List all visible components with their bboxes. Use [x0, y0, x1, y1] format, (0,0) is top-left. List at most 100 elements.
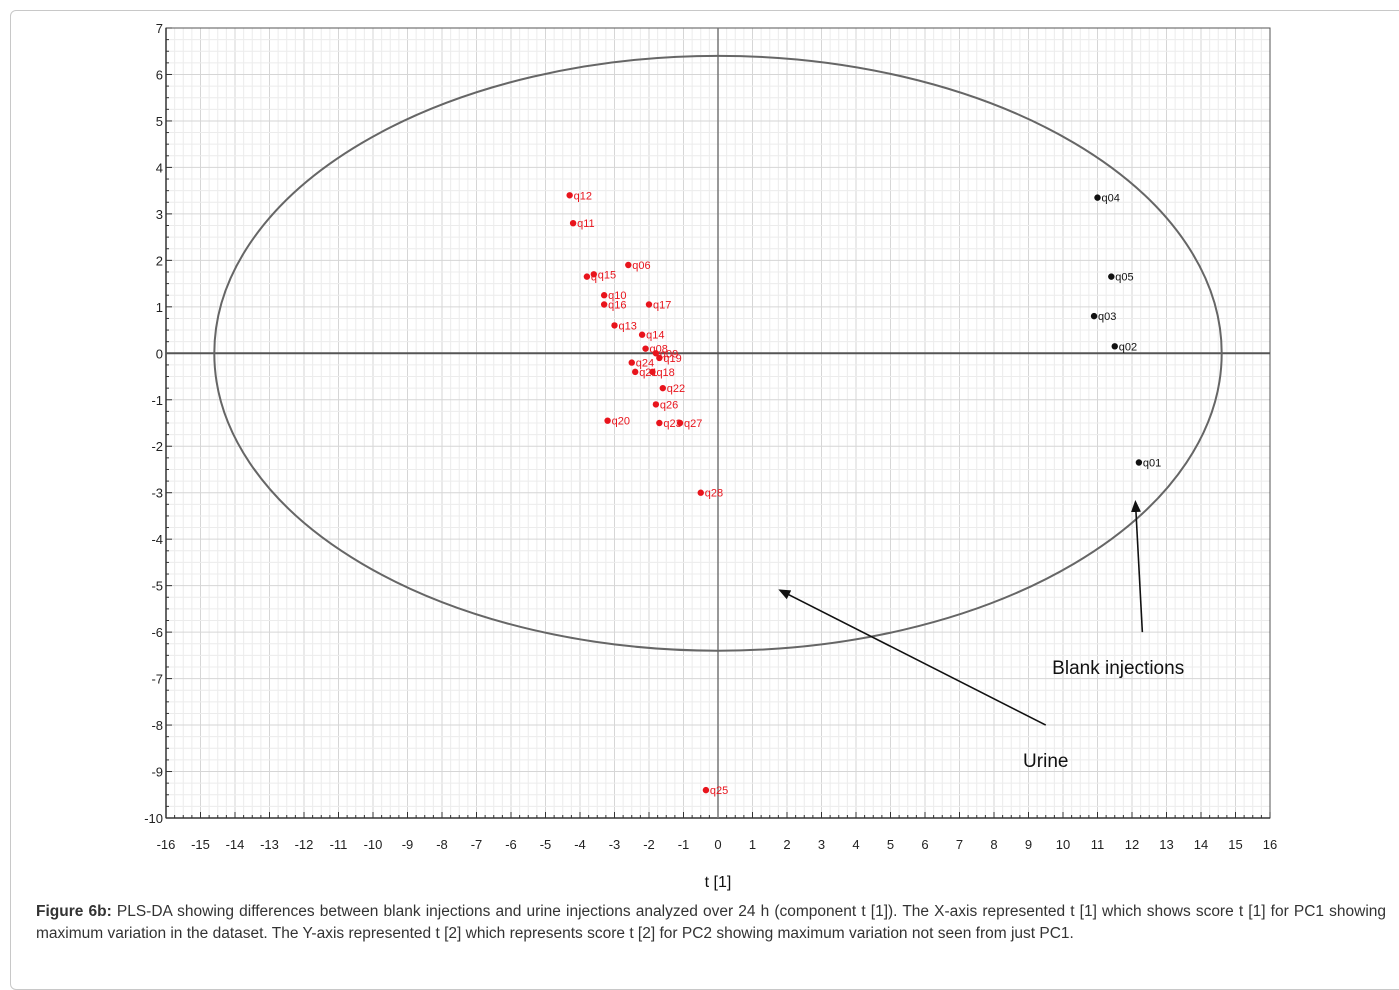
x-tick-label: -8 — [436, 837, 448, 852]
data-point — [604, 417, 611, 424]
point-label: q14 — [646, 330, 664, 342]
data-point — [656, 354, 663, 362]
data-point — [676, 419, 684, 427]
annotation-arrow — [778, 589, 1047, 726]
x-tick-label: -7 — [471, 837, 483, 852]
x-tick-label: 13 — [1159, 837, 1173, 852]
axes: -16 -15 -14 -13 -12 -11 -10 -9 -8 -7 -6 -5 -4 -3 -2 -1 0… — [144, 21, 1277, 852]
data-point — [1135, 459, 1143, 466]
data-point — [569, 219, 577, 227]
x-tick-label: 9 — [1025, 837, 1032, 852]
annotation-arrow — [1130, 500, 1144, 633]
point-label: q03 — [1098, 311, 1116, 323]
data-point — [625, 261, 632, 269]
y-tick-label: -3 — [151, 486, 163, 501]
x-tick-label: 2 — [783, 837, 790, 852]
data-point — [652, 401, 660, 408]
figure-caption: Figure 6b: PLS-DA showing differences be… — [36, 901, 1386, 945]
x-tick-label: -13 — [260, 837, 279, 852]
hotelling-ellipse-group — [213, 54, 1223, 652]
x-tick-label: -16 — [157, 837, 176, 852]
data-point — [702, 786, 710, 794]
point-label: q15 — [598, 269, 616, 281]
point-label: q10 — [608, 290, 626, 302]
caption-title: Figure 6b: — [36, 903, 112, 920]
y-tick-label: -5 — [151, 579, 163, 594]
point-label: q06 — [632, 260, 650, 272]
data-point — [611, 322, 618, 329]
point-label: q09 — [660, 348, 678, 360]
data-point — [649, 368, 656, 376]
y-tick-label: -6 — [151, 625, 163, 640]
point-label: q16 — [608, 300, 626, 312]
data-point — [1111, 343, 1118, 350]
point-label: q25 — [710, 785, 728, 797]
y-tick-label: 3 — [156, 207, 163, 222]
data-point — [1108, 273, 1115, 280]
y-tick-label: -1 — [151, 393, 163, 408]
x-tick-label: -2 — [643, 837, 655, 852]
point-label: q28 — [705, 488, 723, 500]
data-point — [652, 350, 660, 357]
data-point — [628, 359, 635, 366]
data-point — [1090, 312, 1098, 320]
y-tick-label: -4 — [151, 532, 163, 547]
x-tick-label: -4 — [574, 837, 586, 852]
y-tick-label: -7 — [151, 672, 163, 687]
x-tick-label: 0 — [714, 837, 721, 852]
point-label: q22 — [667, 383, 685, 395]
x-tick-label: 6 — [921, 837, 928, 852]
point-label: q05 — [1115, 272, 1133, 284]
data-point — [590, 271, 597, 278]
x-tick-label: 11 — [1091, 837, 1105, 852]
data-point — [566, 192, 573, 199]
x-tick-label: 10 — [1056, 837, 1070, 852]
point-label: q18 — [656, 367, 674, 379]
data-point — [656, 419, 663, 427]
data-point — [600, 292, 608, 299]
x-axis-label: t [1] — [705, 874, 732, 891]
x-tick-label: -6 — [505, 837, 517, 852]
data-point — [632, 368, 639, 376]
data-point — [697, 489, 704, 496]
y-tick-label: -10 — [144, 811, 163, 826]
data-point — [645, 301, 653, 308]
point-label: q12 — [574, 190, 592, 202]
data-point — [1094, 194, 1101, 201]
y-tick-label: 5 — [156, 114, 163, 129]
x-tick-label: -3 — [609, 837, 621, 852]
point-label: q20 — [612, 416, 630, 428]
y-tick-label: -9 — [151, 765, 163, 780]
point-label: q — [591, 272, 597, 284]
caption-text: PLS-DA showing differences between blank… — [36, 903, 1387, 942]
point-label: q26 — [660, 399, 678, 411]
y-tick-label: -2 — [151, 439, 163, 454]
point-label: q27 — [684, 418, 702, 430]
x-tick-label: 16 — [1263, 837, 1277, 852]
annotations: Blank injections Urine — [778, 500, 1184, 772]
x-tick-label: -11 — [330, 837, 348, 852]
y-tick-label: 7 — [156, 21, 163, 36]
point-label: q11 — [577, 218, 595, 230]
x-tick-label: -14 — [226, 837, 245, 852]
point-label: q23 — [663, 418, 681, 430]
y-tick-label: 1 — [156, 300, 163, 315]
data-point — [583, 273, 591, 280]
point-label: q19 — [663, 353, 681, 365]
hotelling-t2-ellipse — [213, 54, 1223, 652]
point-label: q13 — [619, 320, 637, 332]
x-tick-label: 1 — [749, 837, 756, 852]
pls-da-score-plot: -16 -15 -14 -13 -12 -11 -10 -9 -8 -7 -6 -5 -4 -3 -2 -1 0… — [144, 21, 1277, 891]
point-label: q02 — [1119, 341, 1137, 353]
x-tick-label: 5 — [887, 837, 894, 852]
x-tick-label: -12 — [295, 837, 314, 852]
y-tick-label: 2 — [156, 253, 163, 268]
x-tick-label: 12 — [1125, 837, 1139, 852]
data-point — [638, 331, 646, 338]
annotation-label: Blank injections — [1052, 658, 1184, 679]
point-label: q17 — [653, 300, 671, 312]
data-point — [600, 301, 608, 308]
annotation-label: Urine — [1023, 751, 1068, 772]
point-label: q04 — [1102, 193, 1120, 205]
